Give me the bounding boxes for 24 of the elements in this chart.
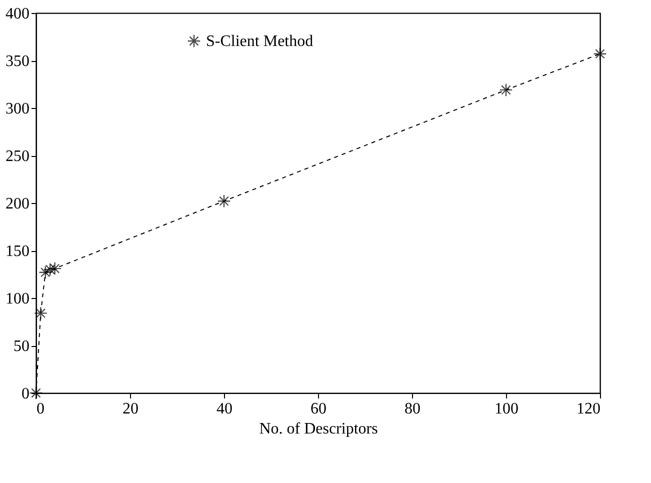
x-tick-label: 80 bbox=[404, 400, 420, 418]
x-tick-label: 100 bbox=[494, 400, 518, 418]
y-tick-label: 250 bbox=[6, 148, 30, 165]
x-tick-label: 0 bbox=[36, 400, 44, 418]
y-tick-label: 350 bbox=[6, 53, 30, 70]
point bbox=[43, 262, 57, 276]
point bbox=[499, 83, 513, 97]
y-tick-label: 400 bbox=[6, 6, 30, 22]
y-tick-label: 0 bbox=[22, 386, 30, 402]
point bbox=[217, 194, 231, 208]
y-tick-label: 50 bbox=[14, 338, 30, 355]
x-tick-label: 60 bbox=[310, 400, 326, 418]
y-tick-label: 100 bbox=[6, 290, 30, 308]
point bbox=[29, 386, 43, 400]
point bbox=[34, 306, 48, 320]
y-tick-label: 150 bbox=[6, 243, 30, 260]
y-tick-label: 200 bbox=[6, 196, 30, 212]
point bbox=[593, 47, 607, 61]
x-tick-label: 120 bbox=[576, 400, 600, 418]
x-tick-label: 40 bbox=[216, 400, 232, 418]
x-axis-title: No. of Descriptors bbox=[259, 420, 378, 438]
legend-label: S-Client Method bbox=[206, 33, 314, 50]
y-tick-label: 300 bbox=[6, 100, 30, 118]
x-tick-label: 20 bbox=[122, 400, 138, 418]
